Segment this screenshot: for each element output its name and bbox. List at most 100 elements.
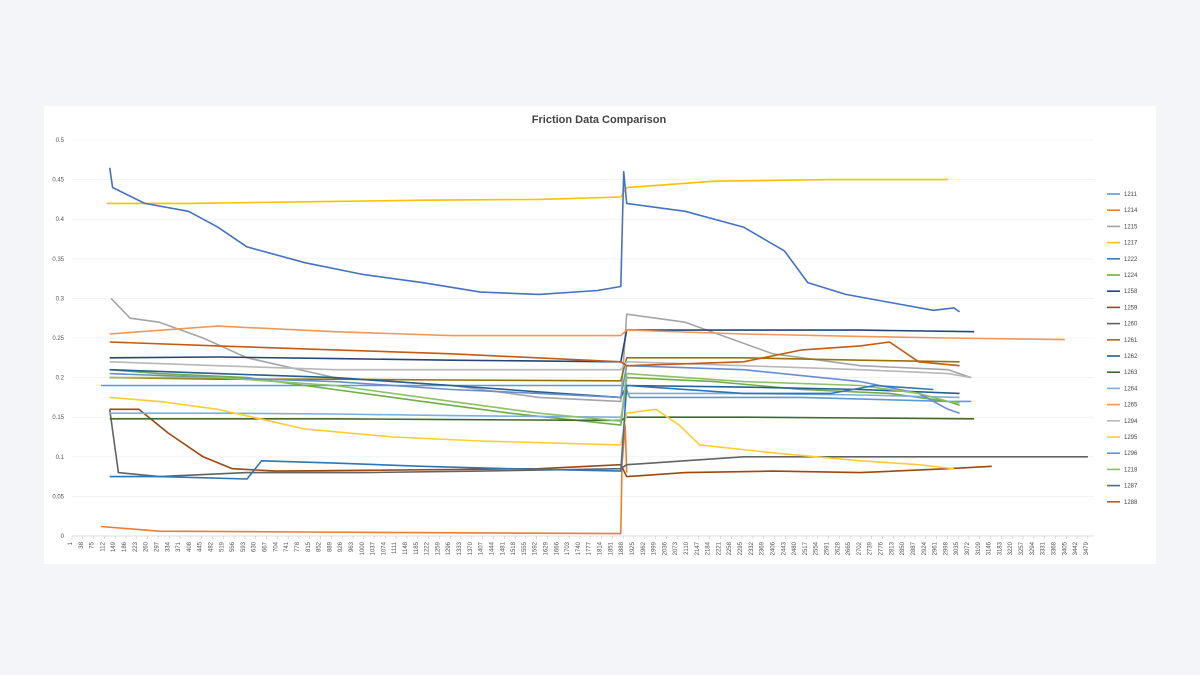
series-line-1263 bbox=[109, 416, 975, 422]
x-tick-label: 519 bbox=[219, 541, 225, 552]
x-tick-label: 704 bbox=[273, 541, 279, 552]
legend-label: 1224 bbox=[1124, 273, 1138, 279]
x-tick-label: 1444 bbox=[489, 541, 495, 555]
x-tick-label: 1999 bbox=[652, 541, 658, 555]
y-tick-label: 0.2 bbox=[56, 376, 65, 382]
x-tick-label: 778 bbox=[295, 541, 301, 552]
x-tick-label: 3220 bbox=[1008, 541, 1014, 555]
series-line-1287 bbox=[109, 384, 934, 480]
x-tick-label: 149 bbox=[111, 541, 117, 552]
legend-label: 1222 bbox=[1124, 257, 1138, 263]
x-tick-label: 223 bbox=[133, 541, 139, 552]
y-tick-label: 0.45 bbox=[52, 178, 64, 184]
legend-label: 1215 bbox=[1124, 224, 1138, 230]
y-tick-label: 0 bbox=[61, 534, 65, 540]
x-tick-label: 2739 bbox=[868, 541, 874, 555]
x-tick-label: 3035 bbox=[954, 541, 960, 555]
x-axis-ticks: 1 38 75 112 149 186 223 260 297 334 371 408 445 482 51… bbox=[68, 536, 1090, 555]
x-tick-label: 2480 bbox=[792, 541, 798, 555]
x-tick-label: 3072 bbox=[965, 541, 971, 555]
x-tick-label: 1333 bbox=[457, 541, 463, 555]
legend-label: 1295 bbox=[1124, 435, 1138, 441]
x-tick-label: 1666 bbox=[554, 541, 560, 555]
x-tick-label: 1962 bbox=[641, 541, 647, 555]
x-tick-label: 556 bbox=[230, 541, 236, 552]
legend-label: 1261 bbox=[1124, 338, 1138, 344]
y-tick-label: 0.15 bbox=[52, 415, 64, 421]
series-line-1215 bbox=[110, 297, 972, 403]
x-tick-label: 2517 bbox=[803, 541, 809, 555]
y-tick-label: 0.1 bbox=[56, 455, 65, 461]
x-tick-label: 1407 bbox=[479, 541, 485, 555]
legend-label: 1294 bbox=[1124, 419, 1138, 425]
legend-label: 1259 bbox=[1124, 305, 1138, 311]
x-tick-label: 2554 bbox=[814, 541, 820, 555]
x-tick-label: 2221 bbox=[716, 541, 722, 555]
series-line-1224 bbox=[109, 368, 960, 426]
x-tick-label: 334 bbox=[165, 541, 171, 552]
series-line-1218 bbox=[109, 372, 960, 423]
x-tick-label: 3442 bbox=[1073, 541, 1079, 555]
x-tick-label: 186 bbox=[122, 541, 128, 552]
x-tick-label: 1851 bbox=[608, 541, 614, 555]
x-tick-label: 1888 bbox=[619, 541, 625, 555]
y-tick-label: 0.4 bbox=[56, 217, 65, 223]
x-tick-label: 1555 bbox=[522, 541, 528, 555]
x-tick-label: 3294 bbox=[1030, 541, 1036, 555]
x-tick-label: 1259 bbox=[435, 541, 441, 555]
x-tick-label: 2443 bbox=[781, 541, 787, 555]
x-tick-label: 1148 bbox=[403, 541, 409, 555]
x-tick-label: 1222 bbox=[425, 541, 431, 555]
x-tick-label: 371 bbox=[176, 541, 182, 552]
x-tick-label: 2406 bbox=[770, 541, 776, 555]
x-tick-label: 2184 bbox=[706, 541, 712, 555]
x-tick-label: 2332 bbox=[749, 541, 755, 555]
x-tick-label: 1037 bbox=[371, 541, 377, 555]
x-tick-label: 2702 bbox=[857, 541, 863, 555]
series-lines bbox=[100, 167, 1088, 535]
x-tick-label: 667 bbox=[263, 541, 269, 552]
y-tick-label: 0.05 bbox=[52, 494, 64, 500]
series-line-1265 bbox=[109, 325, 1065, 341]
x-tick-label: 1518 bbox=[511, 541, 517, 555]
x-tick-label: 2258 bbox=[727, 541, 733, 555]
x-tick-label: 593 bbox=[241, 541, 247, 552]
x-tick-label: 2628 bbox=[835, 541, 841, 555]
x-tick-label: 1296 bbox=[446, 541, 452, 555]
x-tick-label: 3257 bbox=[1019, 541, 1025, 555]
x-tick-label: 2850 bbox=[900, 541, 906, 555]
x-tick-label: 815 bbox=[306, 541, 312, 552]
series-line-1288 bbox=[109, 341, 960, 367]
x-tick-label: 1074 bbox=[381, 541, 387, 555]
x-tick-label: 852 bbox=[317, 541, 323, 552]
x-tick-label: 2036 bbox=[662, 541, 668, 555]
x-tick-label: 1370 bbox=[468, 541, 474, 555]
legend-label: 1264 bbox=[1124, 386, 1138, 392]
x-tick-label: 1592 bbox=[533, 541, 539, 555]
x-tick-label: 2369 bbox=[760, 541, 766, 555]
legend-label: 1258 bbox=[1124, 289, 1138, 295]
x-tick-label: 1740 bbox=[576, 541, 582, 555]
x-tick-label: 2665 bbox=[846, 541, 852, 555]
chart-card: Friction Data Comparison 0 0.05 0.1 0.15 0.2… bbox=[44, 106, 1156, 564]
x-tick-label: 297 bbox=[154, 541, 160, 552]
x-tick-label: 1629 bbox=[544, 541, 550, 555]
x-tick-label: 2961 bbox=[933, 541, 939, 555]
x-tick-label: 2147 bbox=[695, 541, 701, 555]
legend-label: 1263 bbox=[1124, 370, 1138, 376]
chart-title: Friction Data Comparison bbox=[532, 114, 667, 126]
x-tick-label: 3183 bbox=[997, 541, 1003, 555]
x-tick-label: 2813 bbox=[889, 541, 895, 555]
series-line-1295 bbox=[109, 396, 954, 470]
series-line-1294 bbox=[109, 361, 972, 379]
y-tick-label: 0.5 bbox=[56, 138, 65, 144]
x-tick-label: 2924 bbox=[922, 541, 928, 555]
x-tick-label: 260 bbox=[144, 541, 150, 552]
x-tick-label: 1 bbox=[68, 541, 74, 545]
legend-label: 1262 bbox=[1124, 354, 1138, 360]
x-tick-label: 741 bbox=[284, 541, 290, 552]
legend-label: 1218 bbox=[1124, 467, 1138, 473]
series-line-1214 bbox=[100, 424, 628, 535]
x-tick-label: 3109 bbox=[976, 541, 982, 555]
x-tick-label: 3479 bbox=[1084, 541, 1090, 555]
